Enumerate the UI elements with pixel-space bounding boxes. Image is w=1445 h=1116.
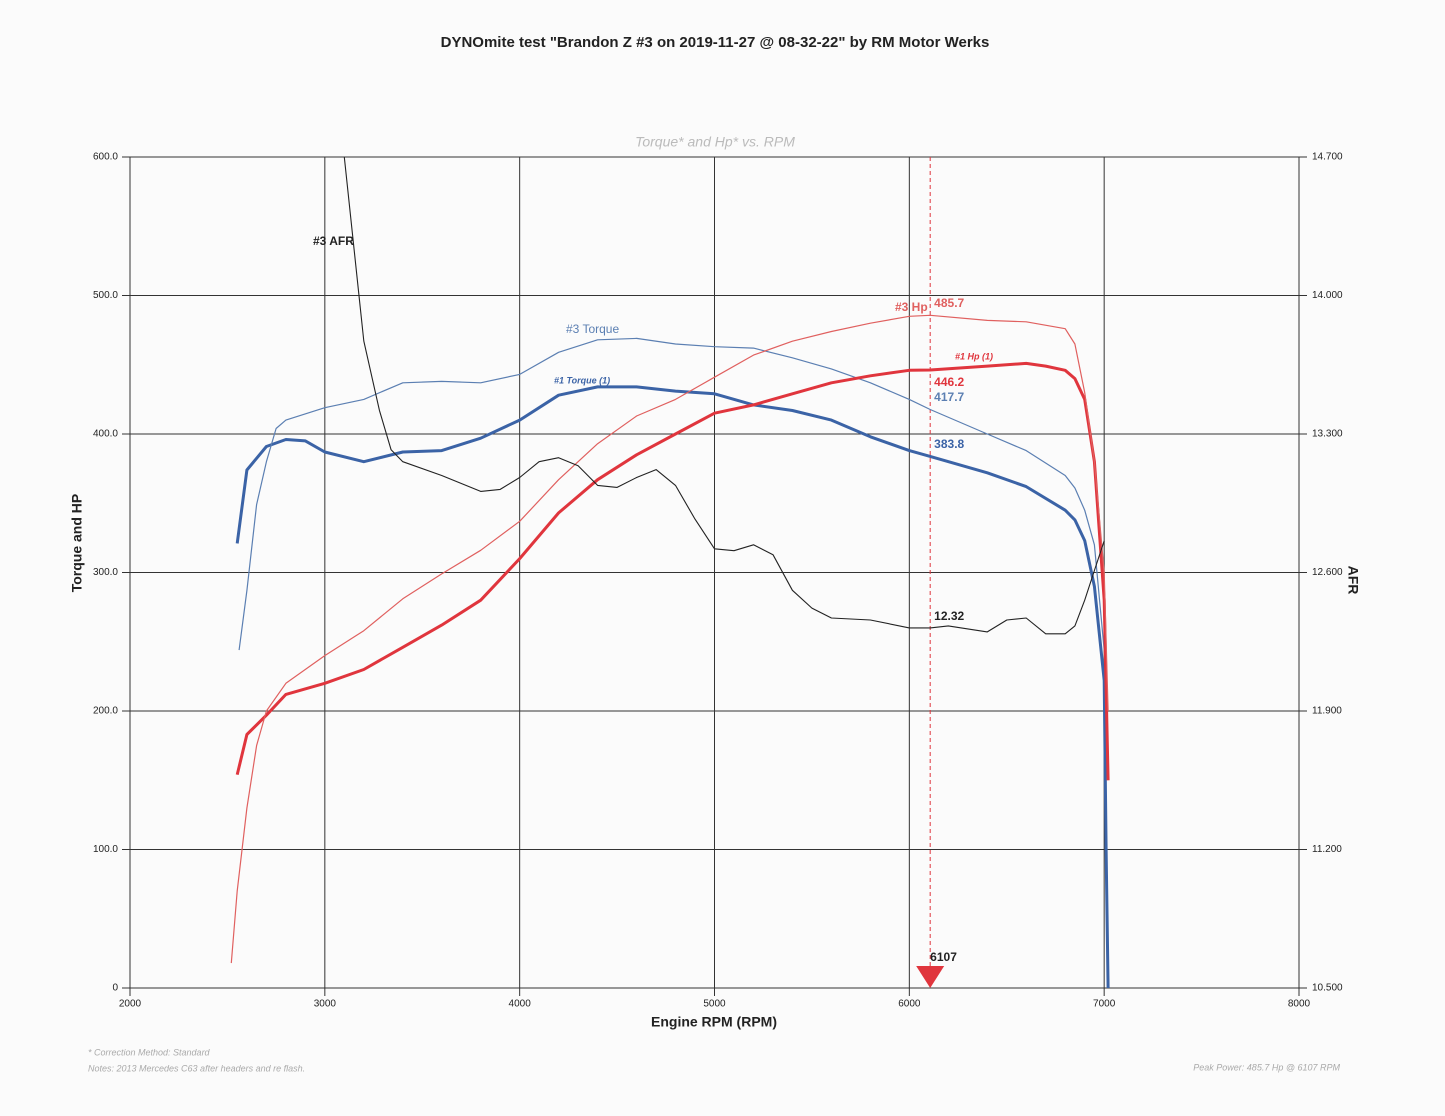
- y-tick-label: 500.0: [93, 290, 118, 301]
- y2-tick-label: 10.500: [1312, 983, 1343, 994]
- footnote: Notes: 2013 Mercedes C63 after headers a…: [88, 1063, 305, 1073]
- x-tick-label: 6000: [898, 999, 921, 1010]
- cursor-value-label: 12.32: [934, 609, 964, 623]
- y-axis-label: Torque and HP: [69, 494, 85, 593]
- y2-tick-label: 11.200: [1312, 844, 1342, 855]
- cursor-marker: [916, 966, 945, 988]
- y2-tick-label: 13.300: [1312, 429, 1343, 440]
- chart-subtitle: Torque* and Hp* vs. RPM: [635, 134, 795, 150]
- x-tick-label: 5000: [703, 999, 726, 1010]
- series-line: [235, 385, 1110, 989]
- x-tick-label: 2000: [119, 999, 142, 1010]
- series-label: #3 Hp: [895, 300, 928, 314]
- series-line: [343, 156, 1105, 635]
- y2-tick-label: 11.900: [1312, 706, 1342, 717]
- y-tick-label: 300.0: [93, 567, 118, 578]
- cursor-value-label: 446.2: [934, 375, 964, 389]
- series-line: [238, 337, 1105, 651]
- peak-note: Peak Power: 485.7 Hp @ 6107 RPM: [1193, 1062, 1340, 1072]
- cursor-value-label: 383.8: [934, 437, 964, 451]
- series-label: #3 Torque: [566, 322, 619, 336]
- y-tick-label: 200.0: [93, 706, 118, 717]
- y-tick-label: 400.0: [93, 429, 118, 440]
- y-tick-label: 100.0: [93, 844, 118, 855]
- y-tick-label: 0: [112, 983, 118, 994]
- series-label: #1 Hp (1): [955, 351, 993, 361]
- y2-axis-label: AFR: [1345, 566, 1361, 595]
- cursor-label: 6107: [930, 950, 957, 964]
- y2-tick-label: 14.700: [1312, 152, 1343, 163]
- series-line: [235, 361, 1110, 781]
- cursor-value-label: 485.7: [934, 296, 964, 310]
- y2-tick-label: 12.600: [1312, 567, 1343, 578]
- x-tick-label: 3000: [314, 999, 337, 1010]
- series-label: #3 AFR: [313, 234, 354, 248]
- x-tick-label: 8000: [1288, 999, 1311, 1010]
- series-line: [230, 314, 1109, 964]
- series-label: #1 Torque (1): [554, 375, 610, 385]
- y2-tick-label: 14.000: [1312, 290, 1343, 301]
- x-tick-label: 7000: [1093, 999, 1116, 1010]
- x-axis-label: Engine RPM (RPM): [651, 1014, 777, 1030]
- footnote: * Correction Method: Standard: [88, 1047, 211, 1057]
- x-tick-label: 4000: [509, 999, 532, 1010]
- chart-title: DYNOmite test "Brandon Z #3 on 2019-11-2…: [441, 34, 990, 51]
- y-tick-label: 600.0: [93, 152, 118, 163]
- cursor-value-label: 417.7: [934, 390, 964, 404]
